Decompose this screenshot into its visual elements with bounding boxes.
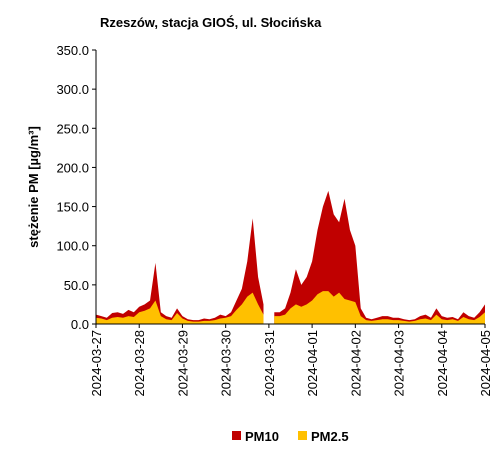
x-tick-label: 2024-04-04 [435, 330, 450, 397]
legend-swatch [232, 431, 241, 440]
chart-title: Rzeszów, stacja GIOŚ, ul. Słocińska [100, 15, 322, 30]
x-tick-label: 2024-04-02 [348, 330, 363, 397]
legend-label: PM2.5 [311, 429, 349, 444]
x-tick-label: 2024-03-28 [132, 330, 147, 397]
legend-swatch [298, 431, 307, 440]
y-tick-label: 0.0 [71, 317, 89, 332]
area [274, 291, 485, 324]
area [274, 190, 485, 324]
y-tick-label: 350.0 [56, 43, 89, 58]
y-tick-label: 50.0 [64, 278, 89, 293]
x-tick-label: 2024-04-01 [305, 330, 320, 397]
x-tick-label: 2024-03-29 [175, 330, 190, 397]
y-tick-label: 100.0 [56, 239, 89, 254]
y-axis-label: stężenie PM [µg/m³] [26, 126, 41, 248]
area [96, 292, 264, 324]
legend-label: PM10 [245, 429, 279, 444]
y-tick-label: 300.0 [56, 82, 89, 97]
y-tick-label: 150.0 [56, 200, 89, 215]
y-tick-label: 250.0 [56, 121, 89, 136]
x-tick-label: 2024-04-05 [478, 330, 493, 397]
x-tick-label: 2024-03-30 [219, 330, 234, 397]
x-tick-label: 2024-03-31 [262, 330, 277, 397]
x-tick-label: 2024-04-03 [392, 330, 407, 397]
x-tick-label: 2024-03-27 [89, 330, 104, 397]
y-tick-label: 200.0 [56, 160, 89, 175]
